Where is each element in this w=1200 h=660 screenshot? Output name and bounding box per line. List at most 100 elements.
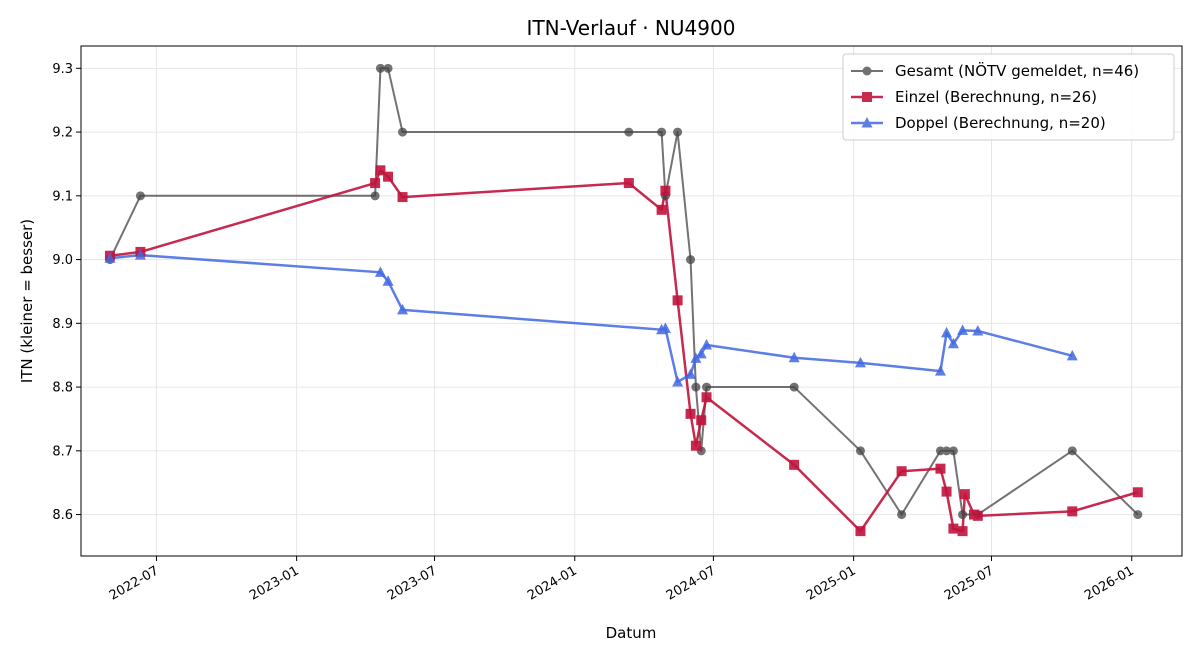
legend-marker bbox=[861, 117, 873, 128]
legend-swatch bbox=[851, 66, 883, 76]
data-point bbox=[941, 326, 953, 338]
data-point bbox=[624, 127, 634, 137]
data-point bbox=[701, 392, 712, 403]
data-point bbox=[383, 171, 394, 182]
data-point bbox=[374, 266, 386, 277]
legend-label: Einzel (Berechnung, n=26) bbox=[895, 88, 1097, 106]
x-tick-label: 2025-01 bbox=[804, 563, 859, 603]
data-point bbox=[855, 526, 866, 537]
data-point bbox=[1133, 510, 1143, 520]
data-point bbox=[947, 337, 959, 349]
legend-label: Doppel (Berechnung, n=20) bbox=[895, 114, 1106, 132]
legend-swatch bbox=[851, 117, 883, 128]
x-tick-label: 2024-07 bbox=[664, 563, 719, 603]
data-point bbox=[672, 295, 683, 306]
legend-swatch bbox=[851, 92, 883, 102]
data-point bbox=[685, 368, 697, 379]
data-point bbox=[690, 440, 701, 451]
data-point bbox=[1067, 446, 1077, 456]
x-tick-label: 2026-01 bbox=[1082, 563, 1137, 603]
series-markers bbox=[104, 63, 1143, 537]
series-line bbox=[109, 169, 1139, 533]
y-axis-ticks: 8.6 8.7 8.8 8.9 9.0 9.1 9.2 9.3 bbox=[52, 62, 81, 523]
x-axis-ticks: 2022-07 2023-01 2023-07 2024-01 2024-07 2025-… bbox=[107, 556, 1137, 604]
data-point bbox=[397, 192, 408, 203]
data-point bbox=[685, 408, 696, 419]
data-point bbox=[672, 375, 684, 387]
data-point bbox=[375, 63, 385, 73]
y-tick-label: 9.2 bbox=[52, 126, 73, 141]
data-point bbox=[957, 526, 968, 537]
data-point bbox=[673, 127, 683, 137]
data-point bbox=[972, 324, 984, 336]
data-point bbox=[959, 489, 970, 500]
legend-marker bbox=[862, 92, 872, 102]
legend-item: Gesamt (NÖTV gemeldet, n=46) bbox=[851, 61, 1139, 80]
data-point bbox=[660, 185, 671, 196]
data-point bbox=[789, 382, 799, 392]
data-point bbox=[690, 352, 702, 363]
data-point bbox=[397, 303, 409, 315]
series-2 bbox=[109, 169, 1139, 533]
y-tick-label: 8.8 bbox=[52, 381, 73, 396]
data-point bbox=[854, 356, 866, 368]
x-tick-label: 2023-01 bbox=[247, 563, 302, 603]
legend-box bbox=[842, 53, 1175, 141]
data-point bbox=[691, 382, 701, 392]
series-3-points bbox=[104, 249, 1078, 387]
data-point bbox=[696, 415, 707, 426]
data-point bbox=[104, 252, 116, 263]
data-point bbox=[134, 249, 146, 260]
data-point bbox=[659, 322, 671, 333]
data-point bbox=[382, 275, 394, 286]
data-point bbox=[935, 463, 946, 474]
x-axis-label: Datum bbox=[606, 624, 657, 642]
y-tick-label: 8.6 bbox=[52, 508, 73, 523]
data-point bbox=[686, 255, 696, 265]
y-tick-label: 9.3 bbox=[52, 62, 73, 77]
legend-marker bbox=[862, 66, 872, 76]
data-point bbox=[695, 347, 707, 359]
data-point bbox=[1132, 487, 1143, 498]
data-point bbox=[701, 338, 713, 350]
chart-title: ITN-Verlauf · NU4900 bbox=[527, 16, 736, 40]
plot-frame bbox=[80, 45, 1183, 557]
legend-item: Einzel (Berechnung, n=26) bbox=[851, 88, 1097, 106]
series-3 bbox=[109, 253, 1073, 384]
data-point bbox=[383, 63, 393, 73]
data-point bbox=[1066, 349, 1078, 361]
x-tick-label: 2023-07 bbox=[385, 563, 440, 603]
data-point bbox=[972, 510, 983, 521]
data-point bbox=[957, 324, 969, 335]
data-point bbox=[896, 466, 907, 477]
y-tick-label: 8.9 bbox=[52, 317, 73, 332]
y-tick-label: 8.7 bbox=[52, 444, 73, 459]
data-point bbox=[948, 446, 958, 456]
legend-label: Gesamt (NÖTV gemeldet, n=46) bbox=[895, 61, 1139, 80]
x-tick-label: 2024-01 bbox=[525, 563, 580, 603]
y-tick-label: 9.1 bbox=[52, 189, 73, 204]
y-axis-label: ITN (kleiner = besser) bbox=[18, 219, 36, 383]
legend-item: Doppel (Berechnung, n=20) bbox=[851, 114, 1106, 132]
y-tick-label: 9.0 bbox=[52, 253, 73, 268]
data-point bbox=[370, 178, 381, 189]
x-tick-label: 2025-07 bbox=[942, 563, 997, 603]
data-point bbox=[657, 127, 667, 137]
data-point bbox=[855, 446, 865, 456]
data-point bbox=[789, 459, 800, 470]
data-point bbox=[948, 523, 959, 534]
data-point bbox=[375, 165, 386, 176]
data-point bbox=[788, 351, 800, 363]
series-2-points bbox=[104, 165, 1143, 537]
series-1-points bbox=[105, 63, 1143, 520]
legend: Gesamt (NÖTV gemeldet, n=46) Einzel (Bere… bbox=[842, 53, 1175, 141]
data-point bbox=[897, 510, 907, 520]
data-point bbox=[1067, 506, 1078, 517]
data-point bbox=[370, 191, 380, 201]
data-point bbox=[656, 204, 667, 215]
data-point bbox=[958, 510, 968, 520]
data-point bbox=[398, 127, 408, 137]
data-point bbox=[941, 486, 952, 497]
x-tick-label: 2022-07 bbox=[107, 563, 162, 603]
